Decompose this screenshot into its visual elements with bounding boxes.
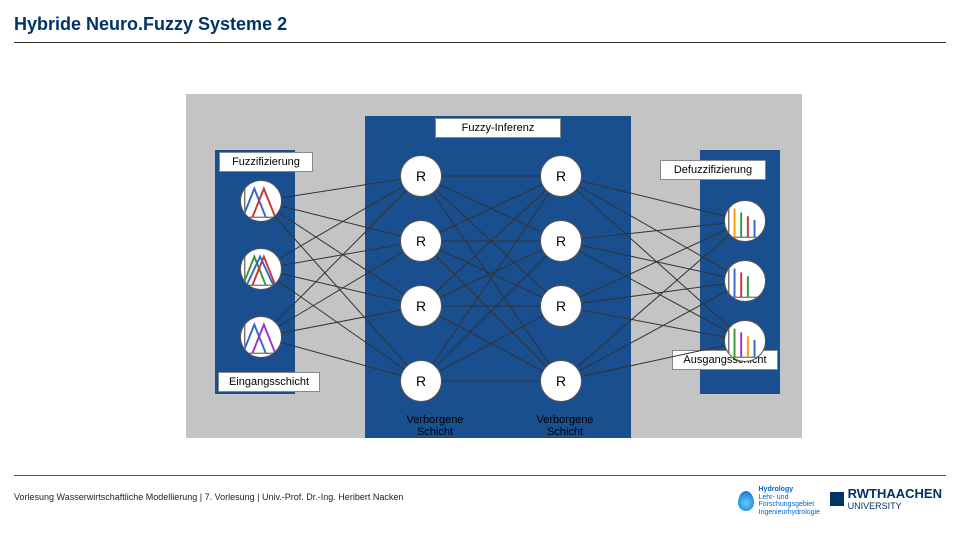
rule-node: R — [540, 220, 582, 262]
rule-node: R — [400, 155, 442, 197]
rule-node: R — [540, 155, 582, 197]
output-node — [724, 200, 766, 242]
rule-node: R — [400, 285, 442, 327]
output-node — [724, 320, 766, 362]
rule-node: R — [540, 285, 582, 327]
output-node — [724, 260, 766, 302]
rule-node: R — [400, 220, 442, 262]
network-lines — [0, 0, 960, 540]
input-node — [240, 180, 282, 222]
input-node — [240, 248, 282, 290]
rule-node: R — [540, 360, 582, 402]
rule-node: R — [400, 360, 442, 402]
input-node — [240, 316, 282, 358]
